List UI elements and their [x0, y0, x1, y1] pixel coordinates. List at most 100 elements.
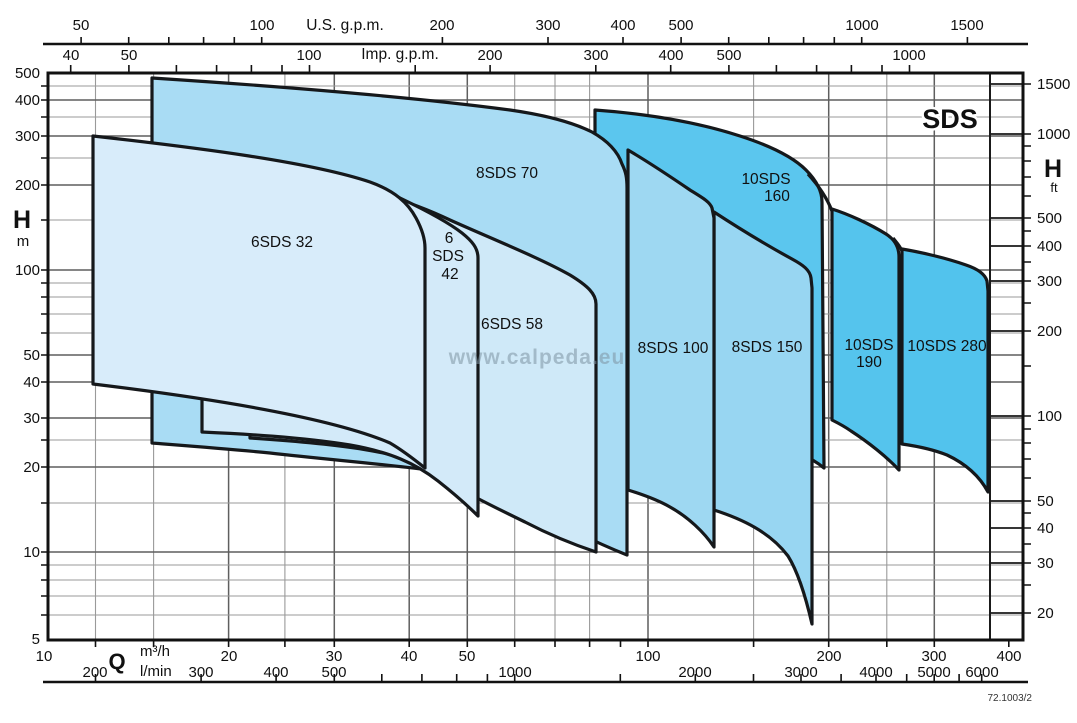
head-ft-tick-label: 30 — [1037, 555, 1054, 572]
flow-lmin-tick-label: 5000 — [917, 664, 950, 681]
pump-region-10sds-280 — [900, 247, 990, 494]
pump-region-8sds-150 — [712, 210, 814, 626]
pump-regions — [91, 76, 990, 626]
bottom-axis-flow-m3h: 10 20 30 40 50 100 200 300 400 Q m³/h l/… — [36, 640, 1022, 680]
head-ft-tick-label: 200 — [1037, 323, 1062, 340]
top-axis-imp-gpm: 40 50 100 200 300 400 500 1000 Imp. g.p.… — [63, 46, 926, 73]
head-ft-tick-label: 100 — [1037, 408, 1062, 425]
left-axis-head-m: 500 400 300 200 100 50 40 30 20 10 5 H m — [13, 65, 48, 648]
label-10sds-190-line1: 10SDS — [844, 337, 893, 354]
envelope-edge-10sds-280 — [891, 237, 904, 252]
head-ft-tick-label: 1500 — [1037, 76, 1070, 93]
head-ft-axis-unit: ft — [1050, 180, 1058, 195]
head-m-tick-label: 20 — [23, 459, 40, 476]
label-6sds-42-line1: 6 — [445, 230, 454, 247]
head-ft-ticks — [1023, 83, 1031, 614]
label-8sds-100: 8SDS 100 — [638, 340, 709, 357]
ft-scale-strip-lines — [990, 83, 1023, 614]
head-ft-tick-label: 20 — [1037, 605, 1054, 622]
head-m-ticks — [41, 85, 48, 616]
flow-lmin-tick-label: 2000 — [678, 664, 711, 681]
flow-m3h-tick-label: 40 — [401, 648, 418, 665]
flow-lmin-tick-label: 6000 — [965, 664, 998, 681]
head-m-tick-label: 50 — [23, 347, 40, 364]
watermark-text: www.calpeda.eu — [448, 346, 626, 369]
flow-lmin-tick-label: 400 — [263, 664, 288, 681]
head-m-tick-label: 500 — [15, 65, 40, 82]
head-m-axis-unit: m — [17, 233, 30, 250]
head-m-tick-label: 10 — [23, 544, 40, 561]
pump-region-6sds-32 — [91, 134, 427, 470]
plot-border — [46, 71, 1025, 642]
label-10sds-160-line2: 160 — [764, 188, 790, 205]
bottom-axis-flow-lmin: 200 300 400 500 1000 2000 3000 4000 5000… — [43, 664, 1028, 684]
flow-lmin-tick-label: 500 — [321, 664, 346, 681]
flow-m3h-axis-unit: m³/h — [140, 643, 170, 660]
us-gpm-tick-label: 400 — [610, 17, 635, 34]
imp-gpm-tick-label: 40 — [63, 47, 80, 64]
us-gpm-tick-label: 1500 — [950, 17, 983, 34]
label-8sds-150: 8SDS 150 — [732, 339, 803, 356]
head-ft-tick-label: 1000 — [1037, 126, 1070, 143]
imp-gpm-tick-label: 200 — [477, 47, 502, 64]
imp-gpm-axis-title: Imp. g.p.m. — [361, 46, 439, 63]
flow-m3h-tick-label: 400 — [996, 648, 1021, 665]
flow-m3h-tick-label: 50 — [459, 648, 476, 665]
flow-lmin-ticks — [94, 674, 983, 682]
us-gpm-tick-label: 300 — [535, 17, 560, 34]
head-ft-tick-label: 50 — [1037, 493, 1054, 510]
flow-m3h-tick-label: 10 — [36, 648, 53, 665]
flow-lmin-tick-label: 4000 — [859, 664, 892, 681]
us-gpm-tick-label: 500 — [668, 17, 693, 34]
label-6sds-42-line3: 42 — [441, 266, 458, 283]
us-gpm-tick-label: 1000 — [845, 17, 878, 34]
head-m-tick-label: 300 — [15, 128, 40, 145]
us-gpm-tick-label: 200 — [429, 17, 454, 34]
top-axis-us-gpm: 50 100 200 300 400 500 1000 1500 U.S. g.… — [43, 17, 1028, 46]
pump-region-8sds-100 — [626, 148, 716, 549]
flow-lmin-tick-label: 1000 — [498, 664, 531, 681]
region-labels: 6SDS 32 6 SDS 42 6SDS 58 8SDS 70 8SDS 10… — [251, 165, 987, 371]
label-6sds-58: 6SDS 58 — [481, 316, 543, 333]
us-gpm-tick-label: 100 — [249, 17, 274, 34]
imp-gpm-tick-label: 1000 — [892, 47, 925, 64]
label-10sds-160-line1: 10SDS — [741, 171, 790, 188]
imp-gpm-tick-label: 50 — [121, 47, 138, 64]
right-axis-head-ft: 1500 1000 500 400 300 200 100 50 40 30 2… — [1023, 76, 1070, 622]
head-m-tick-label: 200 — [15, 177, 40, 194]
label-6sds-42-line2: SDS — [432, 248, 464, 265]
head-ft-tick-label: 500 — [1037, 210, 1062, 227]
head-m-tick-label: 400 — [15, 92, 40, 109]
flow-lmin-tick-label: 3000 — [784, 664, 817, 681]
head-m-tick-label: 100 — [15, 262, 40, 279]
head-ft-axis-symbol: H — [1044, 155, 1062, 183]
flow-axis-symbol: Q — [108, 649, 125, 674]
flow-m3h-tick-label: 200 — [816, 648, 841, 665]
flow-lmin-tick-label: 200 — [82, 664, 107, 681]
flow-lmin-tick-label: 300 — [188, 664, 213, 681]
drawing-number: 72.1003/2 — [988, 693, 1033, 704]
us-gpm-tick-label: 50 — [73, 17, 90, 34]
chart-series-title: SDS — [922, 104, 978, 134]
us-gpm-ticks — [80, 37, 969, 44]
label-10sds-190-line2: 190 — [856, 354, 882, 371]
flow-m3h-tick-label: 100 — [635, 648, 660, 665]
label-8sds-70: 8SDS 70 — [476, 165, 538, 182]
label-10sds-280: 10SDS 280 — [907, 338, 987, 355]
head-ft-tick-label: 40 — [1037, 520, 1054, 537]
flow-m3h-tick-label: 20 — [221, 648, 238, 665]
envelope-edge-10sds-190 — [806, 172, 834, 212]
head-m-axis-symbol: H — [13, 206, 31, 234]
flow-lmin-axis-unit: l/min — [140, 663, 172, 680]
head-m-tick-label: 30 — [23, 410, 40, 427]
imp-gpm-tick-label: 100 — [296, 47, 321, 64]
flow-m3h-tick-label: 300 — [921, 648, 946, 665]
imp-gpm-tick-label: 400 — [658, 47, 683, 64]
pump-region-10sds-190 — [830, 207, 901, 472]
head-m-tick-label: 40 — [23, 374, 40, 391]
imp-gpm-tick-label: 300 — [583, 47, 608, 64]
head-ft-tick-label: 400 — [1037, 238, 1062, 255]
head-ft-tick-label: 300 — [1037, 273, 1062, 290]
imp-gpm-ticks — [69, 65, 911, 73]
